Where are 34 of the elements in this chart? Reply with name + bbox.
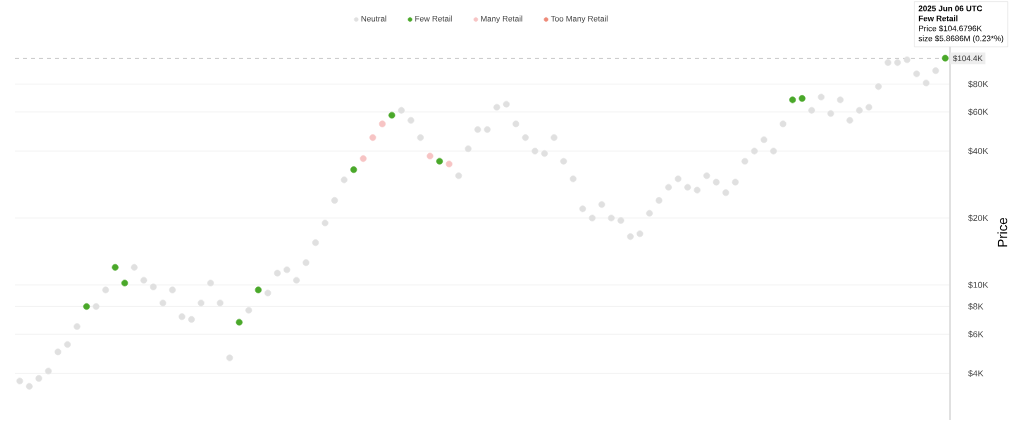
text: 2025 Jun 06 UTC [918,5,983,12]
point [235,318,243,326]
y-tick-label: $6K [968,330,984,338]
point [378,120,386,128]
point [121,279,129,287]
legend-label: Few Retail [415,15,452,22]
ref-line-label: $104.4K [953,55,983,62]
point [83,303,90,310]
legend-label: Many Retail [481,15,523,24]
y-tick-label: $20K [968,214,989,222]
point [789,96,796,104]
text: size $5.8686M (0.23*%) [918,35,1004,43]
y-axis-title: Price [997,217,1008,247]
point [350,166,358,173]
y-tick-label: $40K [968,147,989,155]
y-tick-label: $8K [968,303,984,311]
point [941,54,949,62]
point [111,264,119,271]
point [798,95,806,102]
text: Few Retail [918,15,958,22]
y-tick-label: $80K [968,80,989,88]
text: Price $104.6796K [919,25,982,32]
point [436,157,443,165]
y-tick-label: $10K [968,281,989,289]
y-tick-label: $60K [968,108,989,116]
legend-label: Neutral [361,15,387,22]
point [369,134,377,141]
point [445,160,453,168]
point [426,152,434,160]
y-tick-label: $4K [968,369,984,377]
point [388,111,396,119]
point [254,286,262,294]
point [359,155,367,162]
legend-label: Too Many Retail [550,15,608,24]
